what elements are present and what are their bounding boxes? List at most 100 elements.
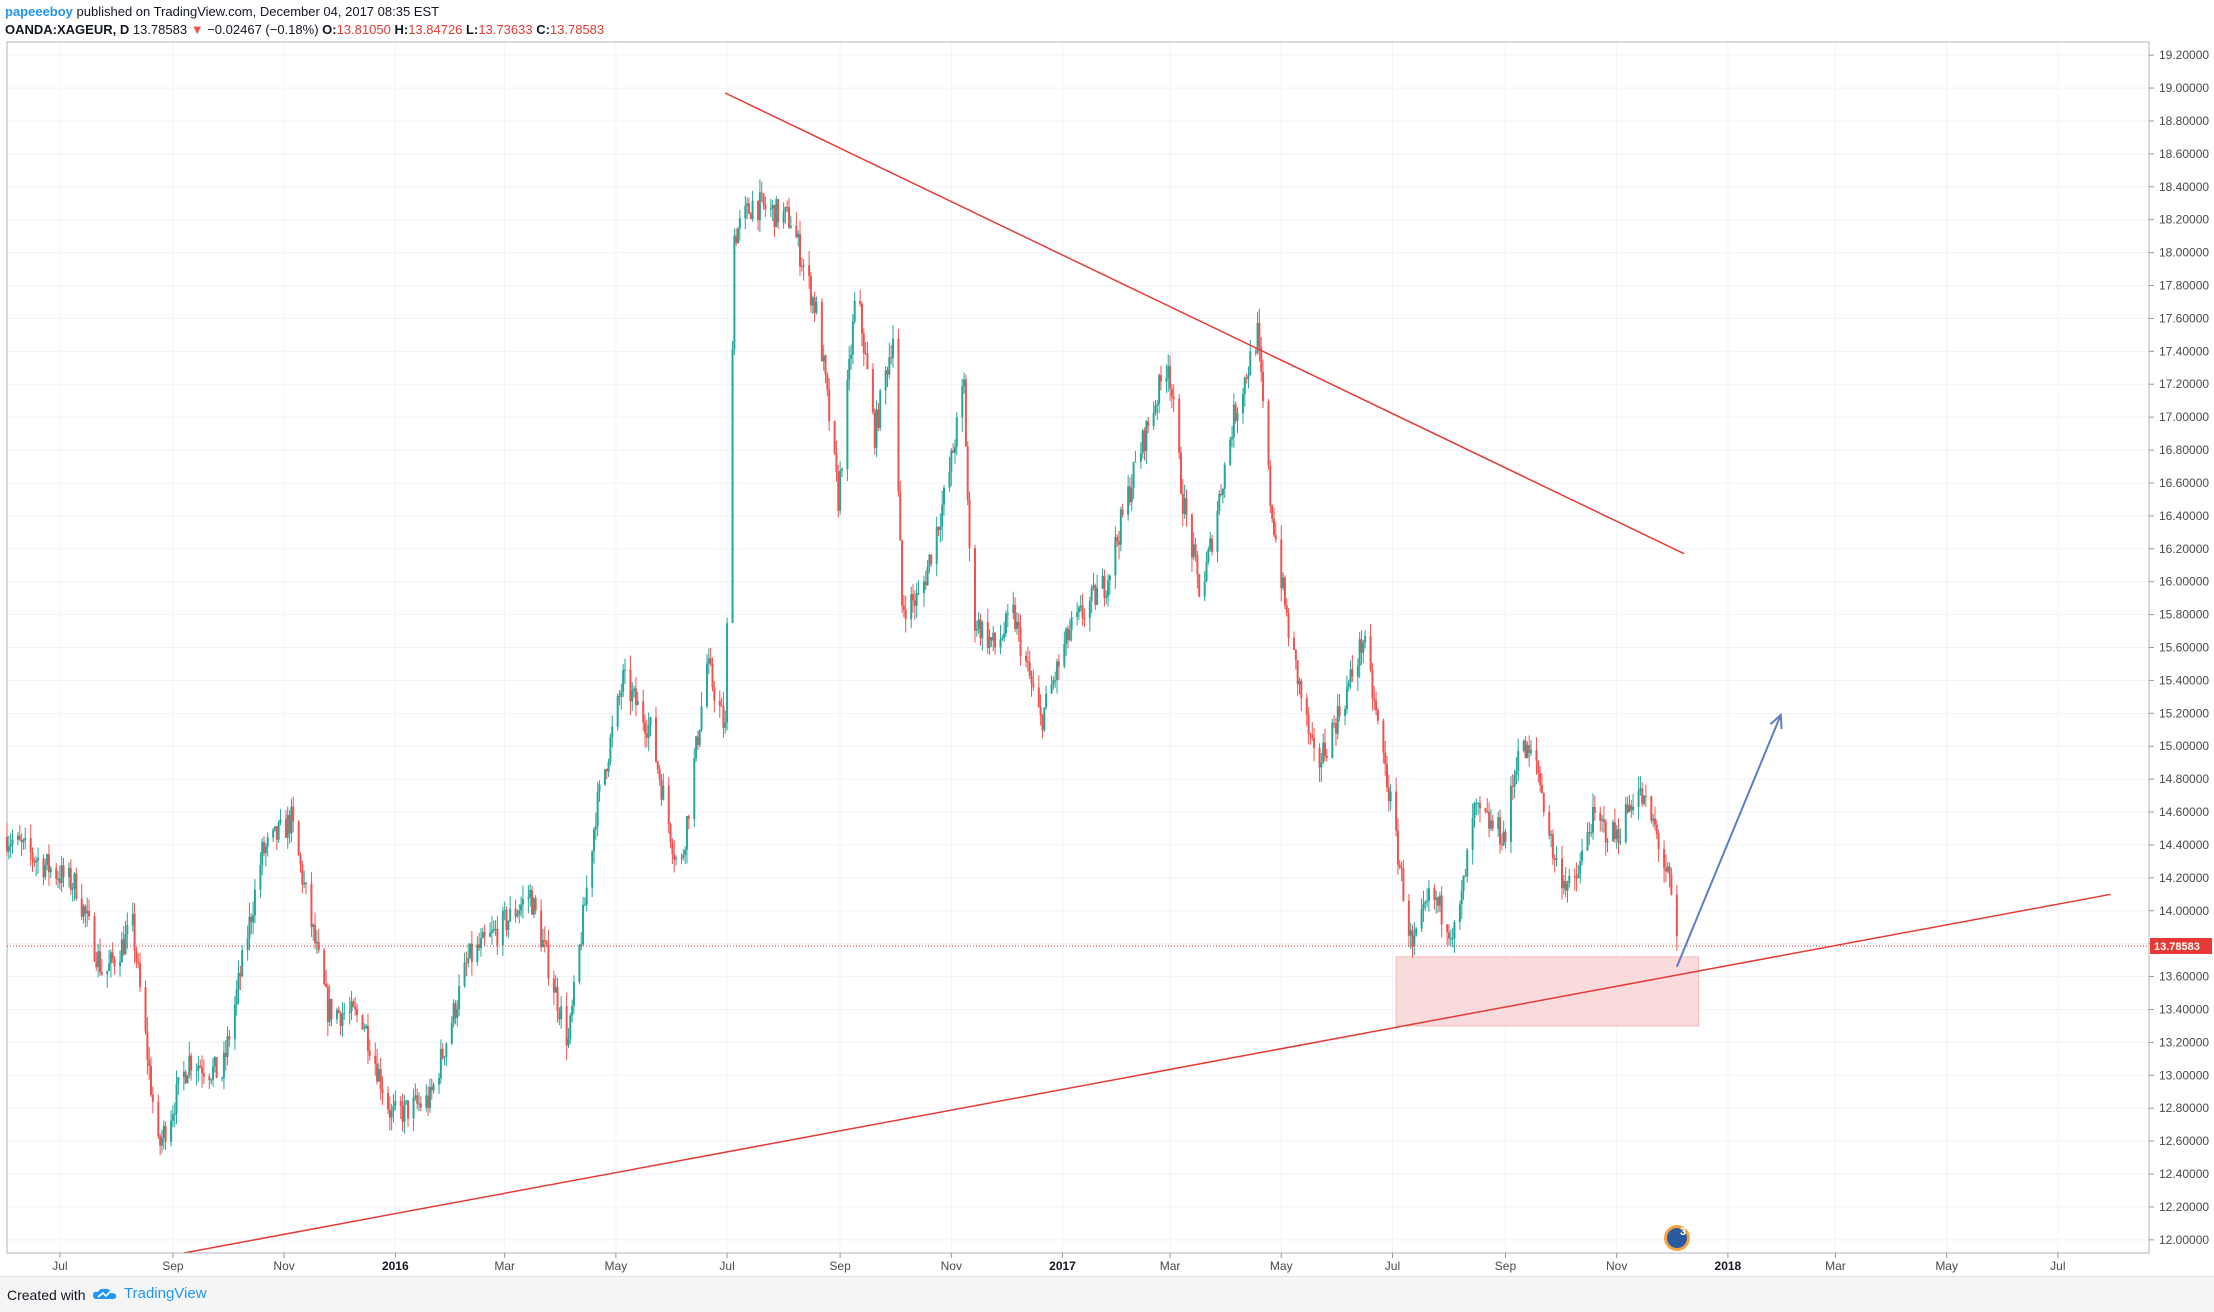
candle-body xyxy=(133,913,136,951)
candle-body xyxy=(29,837,32,853)
candle-body xyxy=(35,860,38,863)
candle-body xyxy=(786,207,789,209)
candle-body xyxy=(1484,808,1487,812)
candle-body xyxy=(479,938,482,949)
candle-body xyxy=(1041,715,1044,731)
candle-body xyxy=(1172,396,1175,399)
candle-body xyxy=(1194,544,1197,555)
candle-body xyxy=(1601,819,1604,821)
candle-body xyxy=(44,864,47,877)
price-tick-label: 16.60000 xyxy=(2159,476,2209,490)
grid xyxy=(7,42,2149,1253)
price-tag-bg xyxy=(2150,938,2212,954)
candle-body xyxy=(1663,849,1666,869)
price-tick-label: 15.60000 xyxy=(2159,641,2209,655)
tradingview-logo[interactable]: TradingView xyxy=(92,1285,207,1302)
down-triangle-icon: ▼ xyxy=(190,22,204,37)
candle-body xyxy=(1513,775,1516,787)
candle-body xyxy=(263,842,266,854)
candle-body xyxy=(361,1015,364,1029)
candle-body xyxy=(788,207,791,228)
candle-body xyxy=(1526,744,1529,759)
candle-body xyxy=(560,1006,563,1020)
candle-body xyxy=(379,1069,382,1090)
time-tick-label: 2018 xyxy=(1715,1259,1742,1273)
candle-body xyxy=(339,1012,342,1027)
candle-body xyxy=(1130,488,1133,503)
candle-body xyxy=(363,1028,366,1030)
candle-body xyxy=(636,701,639,706)
candle-body xyxy=(1128,486,1131,503)
candle-body xyxy=(541,939,544,948)
event-badge[interactable]: 3 xyxy=(1664,1225,1690,1251)
candle-body xyxy=(221,1077,224,1079)
candle-body xyxy=(150,1066,153,1095)
chart-header: papeeeboy published on TradingView.com, … xyxy=(0,0,2214,42)
candle-body xyxy=(1050,684,1053,694)
candle-body xyxy=(808,265,811,277)
candle-body xyxy=(1652,818,1655,821)
candle-body xyxy=(1234,404,1237,421)
price-chart[interactable]: 19.20000 19.00000 18.80000 18.60000 18.40000… xyxy=(0,0,2214,1276)
candle-body xyxy=(184,1071,187,1084)
candle-body xyxy=(1105,596,1108,598)
candle-body xyxy=(1210,538,1213,552)
price-axis[interactable]: 19.20000 19.00000 18.80000 18.60000 18.40000… xyxy=(2149,48,2209,1247)
candle-body xyxy=(1641,788,1644,804)
candle-body xyxy=(259,864,262,890)
candle-body xyxy=(9,844,12,847)
candle-body xyxy=(325,984,328,987)
candle-body xyxy=(445,1043,448,1057)
author-link[interactable]: papeeeboy xyxy=(5,4,73,19)
close-label: C: xyxy=(536,22,550,37)
candle-body xyxy=(1449,938,1452,940)
candle-body xyxy=(1426,901,1429,903)
candle-body xyxy=(1530,750,1533,753)
candle-body xyxy=(1336,706,1339,734)
candle-body xyxy=(521,898,524,905)
candle-body xyxy=(1345,687,1348,710)
candle-body xyxy=(1612,822,1615,842)
candle-body xyxy=(1012,604,1015,614)
candle-body xyxy=(62,865,65,877)
candle-body xyxy=(744,205,747,219)
candle-body xyxy=(73,873,76,889)
current-price-tag: 13.78583 xyxy=(2150,938,2212,954)
candle-body xyxy=(950,450,953,472)
candle-body xyxy=(1447,932,1450,939)
candle-body xyxy=(1522,740,1525,751)
candle-body xyxy=(695,736,698,759)
candle-body xyxy=(1420,908,1423,929)
candle-body xyxy=(1116,536,1119,542)
candle-body xyxy=(403,1101,406,1122)
candle-body xyxy=(802,265,805,267)
projection-arrow-line xyxy=(1675,714,1782,968)
candle-body xyxy=(961,386,964,418)
candle-body xyxy=(565,1006,568,1046)
candle-body xyxy=(297,821,300,856)
candle-body xyxy=(450,1022,453,1044)
low-label: L: xyxy=(466,22,479,37)
projection-arrow-head xyxy=(1769,712,1783,729)
candle-body xyxy=(726,623,729,723)
candle-body xyxy=(1356,665,1359,677)
candle-body xyxy=(95,960,98,968)
candle-body xyxy=(532,898,535,915)
candle-body xyxy=(1139,453,1142,462)
candle-body xyxy=(747,203,750,214)
candle-body xyxy=(1077,607,1080,613)
time-tick-label: Sep xyxy=(162,1259,184,1273)
candle-body xyxy=(1588,832,1591,834)
candle-body xyxy=(326,986,329,1023)
candle-body xyxy=(1178,398,1181,453)
price-tick-label: 15.40000 xyxy=(2159,673,2209,687)
candle-body xyxy=(1282,577,1285,589)
candle-body xyxy=(1561,858,1564,889)
candle-body xyxy=(591,851,594,888)
candle-body xyxy=(407,1100,410,1119)
time-axis[interactable]: Jul Sep Nov 2016 Mar May Jul Sep Nov 2017 Mar May Ju… xyxy=(52,1253,2066,1273)
candle-body xyxy=(75,873,78,899)
candle-body xyxy=(1411,930,1414,947)
candle-body xyxy=(170,1120,173,1143)
candle-body xyxy=(1019,627,1022,656)
